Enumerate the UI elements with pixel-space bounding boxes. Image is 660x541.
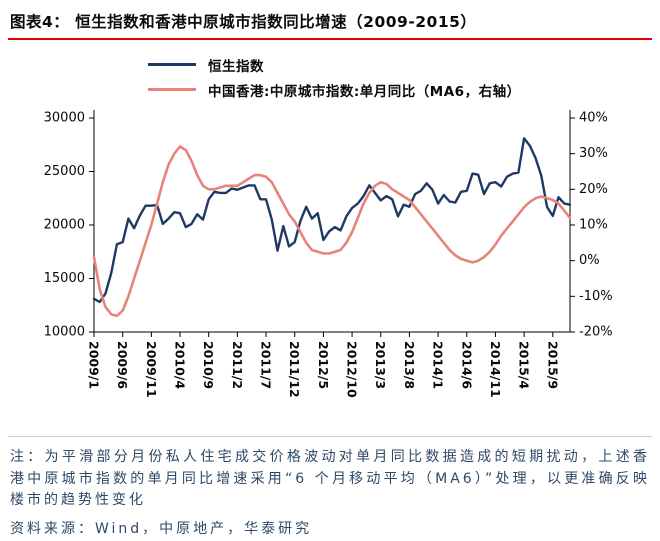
x-tick-label: 2015/9 <box>545 341 560 389</box>
left-tick-label: 10000 <box>44 325 85 340</box>
x-tick-label: 2012/5 <box>316 341 331 389</box>
left-tick-label: 20000 <box>44 218 85 233</box>
right-tick-label: -10% <box>579 289 613 304</box>
left-tick-label: 30000 <box>44 111 85 126</box>
right-tick-label: 40% <box>579 111 608 126</box>
line-chart: 30000 25000 20000 15000 10000 40% 30% 20% 10% 0% -… <box>44 110 613 398</box>
x-tick-label: 2012/10 <box>345 341 360 398</box>
legend-item-centaline: 中国香港:中原城市指数:单月同比（MA6，右轴） <box>148 77 652 102</box>
right-tick-label: 10% <box>579 218 608 233</box>
hsi-line-swatch <box>148 63 196 66</box>
hsi-series-line <box>92 137 572 304</box>
chart-header: 图表4： 恒生指数和香港中原城市指数同比增速（2009-2015） <box>8 6 652 40</box>
right-tick-label: 20% <box>579 182 608 197</box>
right-tick-label: 30% <box>579 146 608 161</box>
right-tick-label: -20% <box>579 325 613 340</box>
centaline-series-line <box>92 145 572 318</box>
x-tick-label: 2009/11 <box>144 341 159 398</box>
footnote-note: 注：为平滑部分月份私人住宅成交价格波动对单月同比数据造成的短期扰动，上述香港中原… <box>10 449 650 509</box>
x-tick-label: 2014/1 <box>431 341 446 389</box>
chart-legend: 恒生指数 中国香港:中原城市指数:单月同比（MA6，右轴） <box>148 52 652 102</box>
x-tick-label: 2010/4 <box>173 341 188 389</box>
x-tick-label: 2011/7 <box>259 341 274 389</box>
left-tick-label: 25000 <box>44 164 85 179</box>
x-tick-label: 2015/4 <box>517 341 532 389</box>
legend-item-hsi: 恒生指数 <box>148 52 652 77</box>
x-tick-label: 2014/11 <box>488 341 503 398</box>
legend-label-centaline: 中国香港:中原城市指数:单月同比（MA6，右轴） <box>208 83 521 100</box>
x-tick-label: 2011/12 <box>287 341 302 398</box>
centaline-line-swatch <box>148 88 196 91</box>
footnote-block: 注：为平滑部分月份私人住宅成交价格波动对单月同比数据造成的短期扰动，上述香港中原… <box>8 436 652 538</box>
x-tick-label: 2013/8 <box>402 341 417 389</box>
chart-title: 图表4： 恒生指数和香港中原城市指数同比增速（2009-2015） <box>10 13 477 31</box>
x-tick-label: 2013/3 <box>373 341 388 389</box>
left-tick-label: 15000 <box>44 271 85 286</box>
x-tick-label: 2011/2 <box>230 341 245 389</box>
right-tick-label: 0% <box>579 253 600 268</box>
x-tick-label: 2014/6 <box>459 341 474 389</box>
x-tick-label: 2010/9 <box>201 341 216 389</box>
legend-label-hsi: 恒生指数 <box>208 58 264 75</box>
footnote-source: 资料来源：Wind，中原地产，华泰研究 <box>10 521 313 538</box>
chart-area: 30000 25000 20000 15000 10000 40% 30% 20% 10% 0% -… <box>8 104 652 430</box>
x-tick-label: 2009/6 <box>115 341 130 389</box>
x-tick-label: 2009/1 <box>87 341 102 389</box>
